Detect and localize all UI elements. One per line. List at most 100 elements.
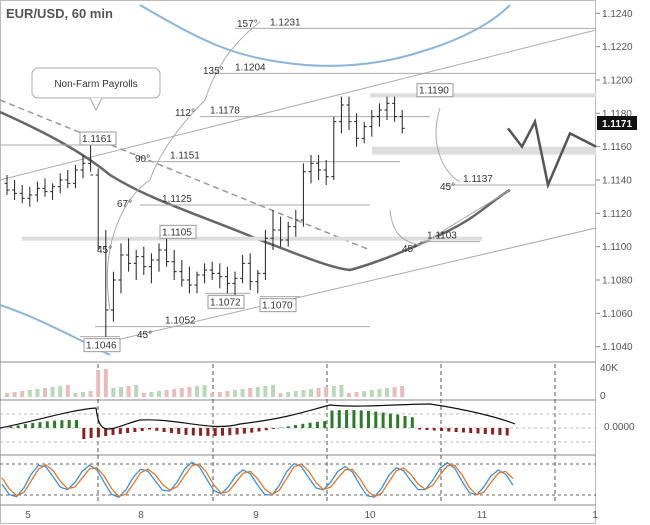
volume-bar [278,393,283,397]
volume-bar [111,388,116,397]
macd-histogram-bar [454,428,458,432]
volume-bar [157,391,161,397]
macd-histogram-bar [31,423,35,428]
volume-bar [339,385,344,397]
volume-bar [233,390,237,397]
macd-histogram-bar [199,428,203,436]
volume-bar [20,391,25,397]
gann-fan-arc [106,21,261,311]
volume-bar [119,387,123,397]
macd-histogram-bar [228,428,232,436]
macd-histogram-bar [432,428,436,431]
volume-bar [43,388,47,397]
volume-bar [286,392,291,397]
arc-right-upper [435,107,461,183]
macd-line [0,403,516,430]
volume-bar [149,392,154,397]
volume-zero-label: 0 [600,391,606,402]
macd-histogram-bar [469,428,473,433]
annotation-lines [0,4,597,356]
x-tick-label: 5 [25,510,31,521]
y-tick-label: 1.1220 [602,42,633,53]
macd-histogram-bar [177,428,181,435]
macd-histogram-bar [447,428,451,432]
macd-histogram-bar [191,428,195,436]
volume-bar [202,385,207,397]
y-tick-label: 1.1100 [602,242,632,253]
volume-bar [331,386,336,397]
volume-bar [301,390,306,397]
macd-histogram-bar [104,428,108,436]
channel-upper-line [0,29,597,181]
angle-label: 45° [440,182,455,193]
volume-bar [293,391,298,397]
volume-bar [316,388,321,397]
price-level-label: 1.1105 [162,227,192,238]
macd-histogram-bar [75,420,78,428]
volume-bar [58,386,63,397]
volume-bar [126,386,131,397]
volume-bar [271,385,275,397]
macd-histogram-bar [286,426,290,428]
angle-label: 45° [402,244,417,255]
volume-bar [179,388,184,397]
y-tick-label: 1.1240 [602,9,633,20]
stoch-k-line [1,461,514,499]
macd-histogram-bar [242,428,246,434]
volume-bar [324,387,329,397]
price-level-label: 1.1231 [270,17,301,28]
price-level-label: 1.1103 [427,231,457,242]
volume-bar [347,393,351,397]
volume-bar [65,385,70,397]
macd-histogram-bar [418,428,422,430]
volume-bar [172,389,177,397]
volume-bar [225,391,230,397]
macd-histogram-bar [498,428,502,435]
y-tick-label: 1.1120 [602,209,632,220]
volume-bar [103,369,108,397]
candles [4,96,597,337]
price-level-label: 1.1052 [165,316,196,327]
price-level-label: 1.1190 [419,86,449,97]
macd-histogram-bar [425,428,429,430]
volume-bar [377,389,382,397]
macd-histogram-bar [367,410,370,428]
channel-lower-line [94,227,597,346]
macd-histogram-bar [213,428,217,436]
arc-right-lower [389,209,421,246]
volume-bar [12,392,17,397]
resistance-band [370,93,596,98]
macd-histogram-bar [301,423,305,428]
upper-band-line [139,4,511,67]
x-tick-label: 8 [138,510,144,521]
y-tick-label: 1.1060 [602,309,633,320]
volume-bar [309,389,313,397]
volume-bar [240,389,245,397]
volume-scale-label: 40K [600,363,618,374]
y-tick-label: 1.1180 [602,109,632,120]
price-level-box [207,294,245,309]
macd-histogram-bar [82,428,86,439]
nfp-callout-text: Non-Farm Payrolls [54,79,137,90]
price-level-label: 1.1070 [262,301,293,312]
macd-histogram-bar [330,410,334,428]
current-price-label: 1.1171 [602,119,632,130]
volume-bar [385,388,389,397]
macd-histogram-bar [9,426,13,428]
volume-bar [50,387,55,397]
volume-bar [164,390,169,397]
plot-frame [0,0,596,524]
dashed-trend-line [0,99,371,251]
macd-histogram-bar [235,428,239,435]
volume-bar [354,392,359,397]
macd-histogram-bar [440,428,443,431]
price-level-label: 1.1137 [463,174,493,185]
price-level-box [83,338,121,353]
macd-histogram-bar [264,428,268,431]
y-tick-label: 1.1200 [602,76,633,87]
price-level-box [79,131,117,146]
macd-histogram-bar [67,420,71,428]
angle-label: 135° [203,66,224,77]
